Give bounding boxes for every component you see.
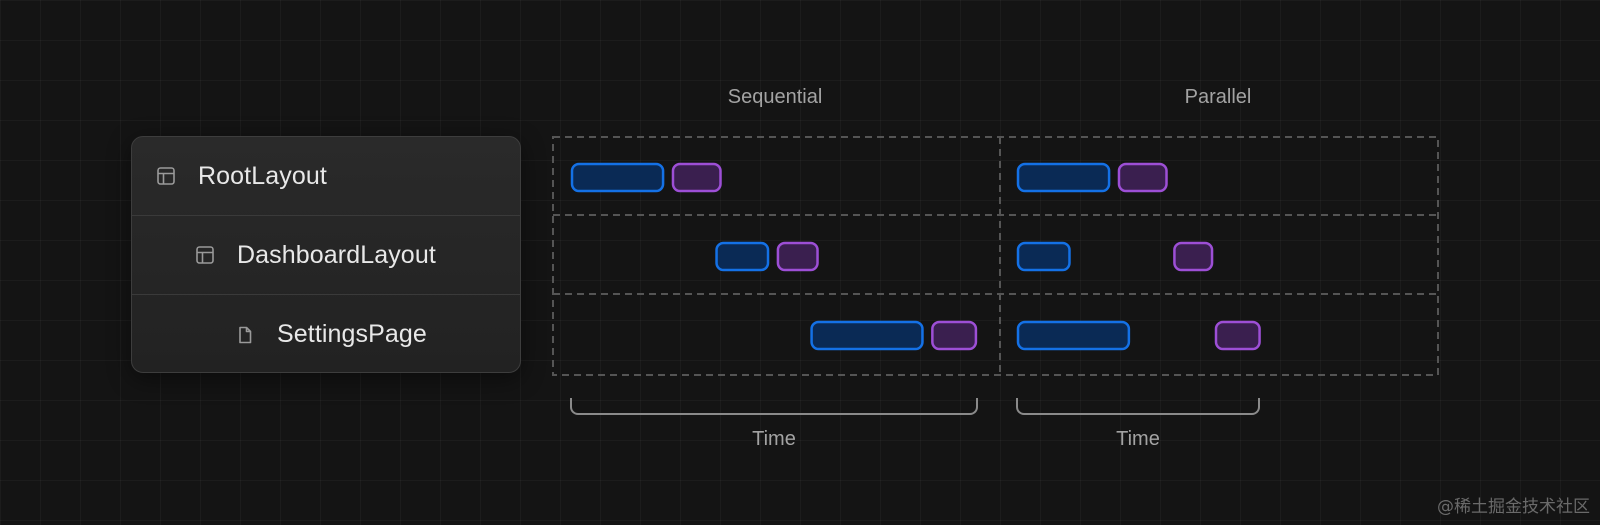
parallel-time-bracket: [1016, 398, 1260, 415]
timeline-grid: [552, 136, 1439, 376]
tree-item-label: SettingsPage: [277, 320, 427, 348]
render-bar: [1214, 320, 1261, 351]
tree-item-label: DashboardLayout: [237, 240, 436, 269]
tree-item-root-layout: RootLayout: [132, 137, 520, 216]
parallel-heading: Parallel: [1184, 86, 1252, 108]
fetch-bar: [1016, 241, 1071, 272]
watermark: @稀土掘金技术社区: [1437, 497, 1590, 517]
fetch-bar: [1016, 162, 1111, 193]
timeline-svg: [552, 136, 1439, 376]
sequential-time-label: Time: [752, 428, 796, 450]
render-bar: [1117, 162, 1168, 193]
fetch-bar: [810, 320, 924, 351]
fetch-bar: [1016, 320, 1131, 351]
parallel-time-label: Time: [1116, 428, 1160, 450]
tree-item-dashboard-layout: DashboardLayout: [132, 216, 520, 295]
fetch-bar: [715, 241, 770, 272]
sequential-time-bracket: [570, 398, 978, 415]
tree-item-label: RootLayout: [198, 161, 327, 190]
sequential-heading: Sequential: [727, 86, 823, 108]
timeline-border: [552, 136, 1439, 376]
render-bar: [931, 320, 978, 351]
file-icon: [235, 325, 255, 345]
layout-icon: [195, 245, 215, 265]
route-hierarchy-card: RootLayout DashboardLayout SettingsPage: [131, 136, 521, 373]
tree-item-settings-page: SettingsPage: [132, 295, 520, 372]
render-bar: [1173, 241, 1214, 272]
render-bar: [776, 241, 819, 272]
fetch-bar: [570, 162, 665, 193]
layout-icon: [156, 166, 176, 186]
render-bar: [671, 162, 722, 193]
